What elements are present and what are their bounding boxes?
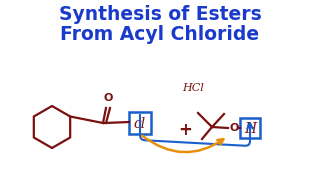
Text: cl: cl — [134, 117, 146, 131]
Text: Synthesis of Esters: Synthesis of Esters — [59, 4, 261, 24]
Bar — [240, 118, 260, 138]
Text: O: O — [103, 93, 113, 103]
Text: H: H — [244, 122, 256, 136]
Bar — [129, 112, 151, 134]
Text: O: O — [229, 123, 239, 133]
Text: From Acyl Chloride: From Acyl Chloride — [60, 24, 260, 44]
Text: +: + — [178, 121, 192, 139]
Text: HCl: HCl — [182, 83, 204, 93]
